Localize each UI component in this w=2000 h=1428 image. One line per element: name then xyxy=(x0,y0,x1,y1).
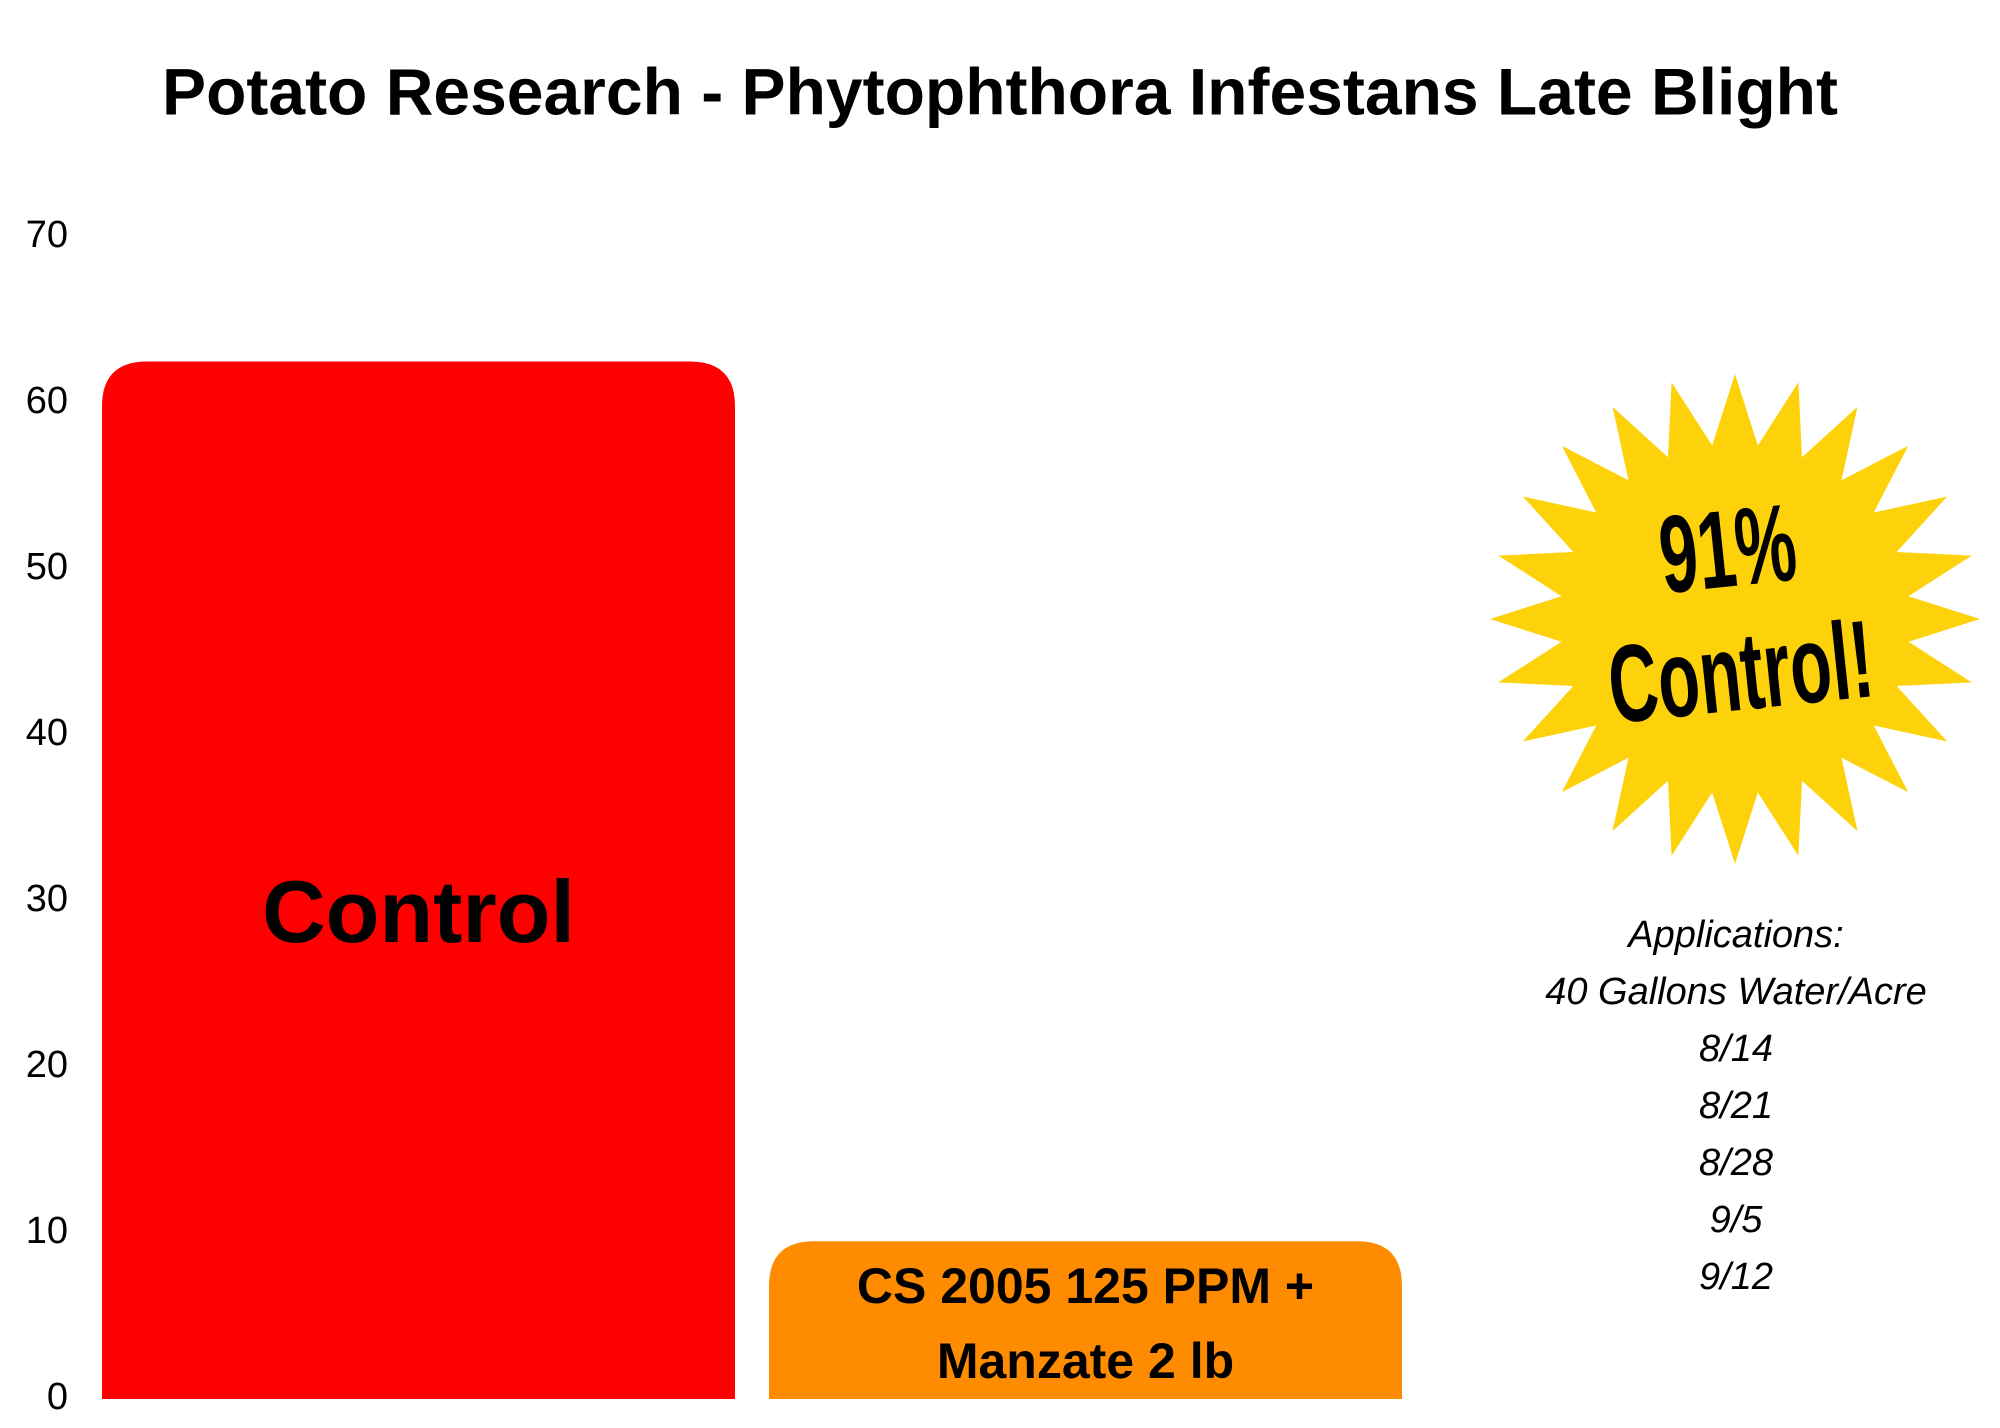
applications-line: 40 Gallons Water/Acre xyxy=(1545,971,1927,1013)
y-tick-label: 70 xyxy=(26,214,68,256)
starburst xyxy=(1490,374,1980,864)
starburst-text: 91%Control! xyxy=(1602,481,1878,748)
applications-line: 8/28 xyxy=(1699,1142,1773,1184)
y-tick-label: 50 xyxy=(26,546,68,588)
applications-line: 9/12 xyxy=(1699,1256,1773,1298)
chart-title: Potato Research - Phytophthora Infestans… xyxy=(162,54,1838,128)
starburst-label: Control! xyxy=(1602,598,1878,748)
bar xyxy=(102,361,735,1399)
category-label: CS 2005 125 PPM + Manzate 2 lb xyxy=(856,1258,1315,1390)
starburst-label: 91% xyxy=(1653,481,1802,617)
y-tick-label: 30 xyxy=(26,878,68,920)
applications-line: 9/5 xyxy=(1710,1199,1764,1241)
applications-line: 8/14 xyxy=(1699,1028,1773,1070)
y-tick-label: 60 xyxy=(26,380,68,422)
applications-line: Applications: xyxy=(1626,914,1843,956)
y-tick-label: 10 xyxy=(26,1210,68,1252)
applications-line: 8/21 xyxy=(1699,1085,1773,1127)
category-label: Control xyxy=(262,862,575,961)
y-tick-label: 40 xyxy=(26,712,68,754)
bar xyxy=(769,1241,1402,1399)
y-tick-label: 0 xyxy=(47,1376,68,1418)
y-tick-label: 20 xyxy=(26,1044,68,1086)
